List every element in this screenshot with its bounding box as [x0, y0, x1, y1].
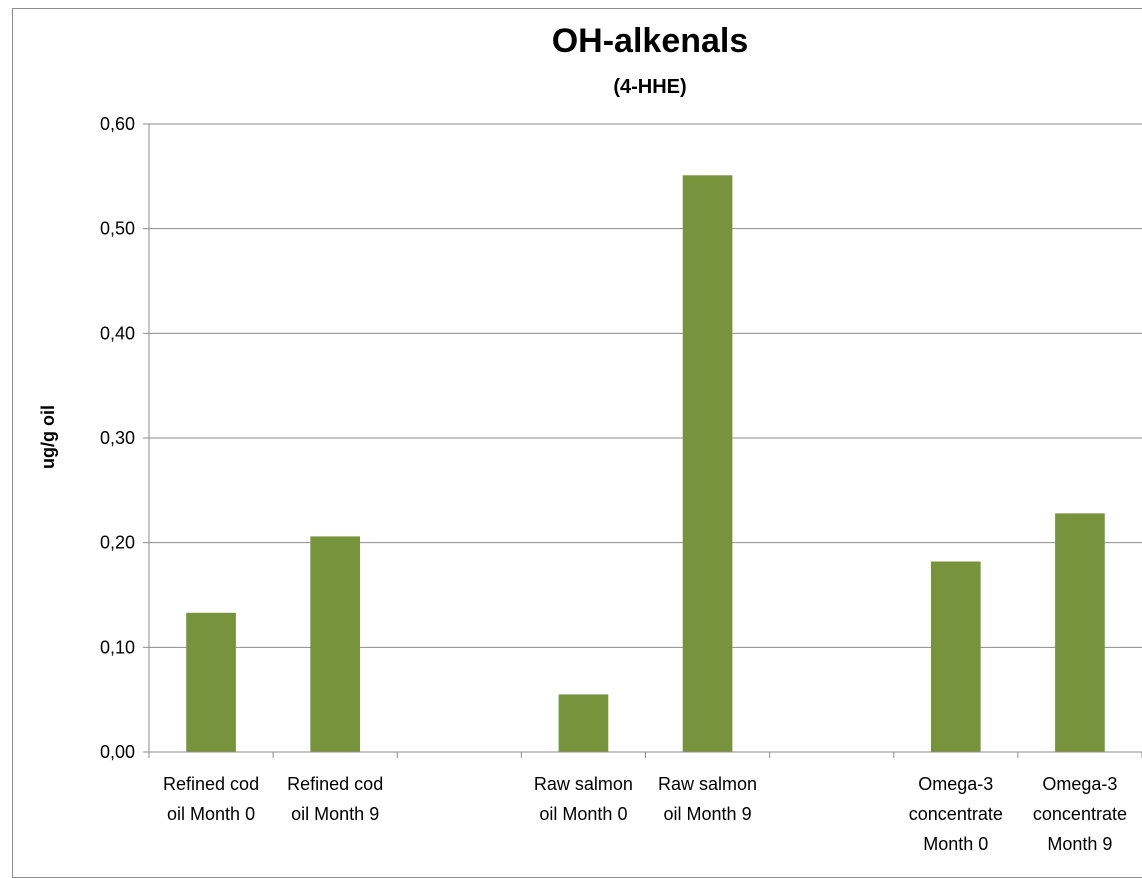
- axes: [143, 123, 1142, 758]
- y-tick-label: 0,10: [100, 637, 135, 657]
- y-tick-label: 0,60: [100, 114, 135, 134]
- chart-subtitle: (4-HHE): [613, 76, 687, 98]
- x-tick-label: Month 9: [1047, 834, 1112, 854]
- x-tick-label: concentrate: [909, 804, 1003, 824]
- x-tick-label: oil Month 0: [167, 804, 255, 824]
- chart-title: OH-alkenals: [551, 22, 749, 60]
- bar: [310, 536, 361, 752]
- x-tick-labels: Refined cod oil Month 0 Refined cod oil Mon…: [163, 774, 1127, 854]
- y-tick-label: 0,20: [100, 533, 135, 553]
- x-tick-label: concentrate: [1033, 804, 1127, 824]
- x-tick-label: Month 0: [923, 834, 988, 854]
- x-tick-label: Refined cod: [163, 774, 259, 794]
- x-tick-label: Raw salmon: [658, 774, 757, 794]
- x-tick-label: oil Month 9: [291, 804, 379, 824]
- x-tick-label: Omega-3: [1042, 774, 1117, 794]
- bars: [186, 175, 1105, 752]
- y-tick-label: 0,40: [100, 323, 135, 343]
- y-tick-label: 0,50: [100, 219, 135, 239]
- bar: [558, 694, 609, 752]
- x-tick-label: oil Month 9: [664, 804, 752, 824]
- gridlines: [149, 123, 1142, 648]
- x-tick-label: Raw salmon: [534, 774, 633, 794]
- y-tick-label: 0,00: [100, 742, 135, 762]
- y-tick-label: 0,30: [100, 428, 135, 448]
- bar: [186, 612, 236, 752]
- y-tick-labels: 0,00 0,10 0,20 0,30 0,40 0,50 0,60: [100, 114, 135, 762]
- bar: [1055, 513, 1105, 752]
- bar: [682, 175, 733, 752]
- x-tick-label: oil Month 0: [539, 804, 627, 824]
- y-axis-label: ug/g oil: [38, 405, 58, 469]
- x-tick-label: Refined cod: [287, 774, 383, 794]
- bar: [930, 561, 981, 752]
- x-tick-label: Omega-3: [918, 774, 993, 794]
